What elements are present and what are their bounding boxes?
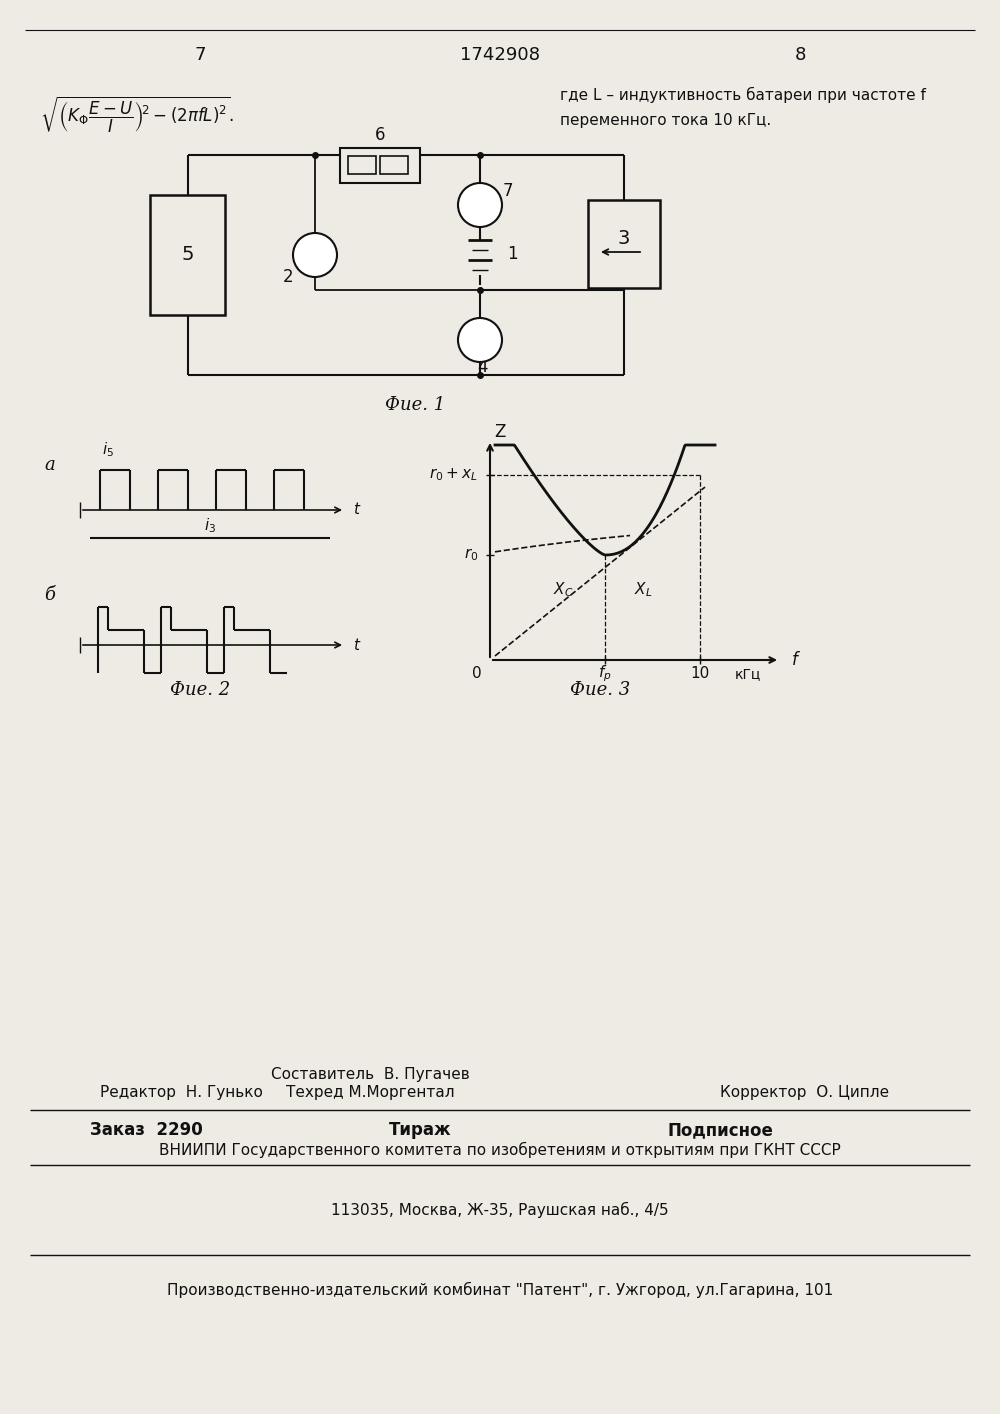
Text: $i_5$: $i_5$: [102, 441, 114, 460]
Text: Производственно-издательский комбинат "Патент", г. Ужгород, ул.Гагарина, 101: Производственно-издательский комбинат "П…: [167, 1282, 833, 1298]
Text: $r_0$: $r_0$: [464, 547, 478, 563]
Text: ВНИИПИ Государственного комитета по изобретениям и открытиям при ГКНТ СССР: ВНИИПИ Государственного комитета по изоб…: [159, 1143, 841, 1158]
Text: $f_p$: $f_p$: [598, 663, 612, 684]
Text: 2: 2: [283, 269, 293, 286]
Text: t: t: [353, 502, 359, 518]
Bar: [150, 195, 225, 315]
Text: $i_3$: $i_3$: [204, 516, 216, 536]
Text: Z: Z: [494, 423, 505, 441]
Text: t: t: [353, 638, 359, 652]
Text: кГц: кГц: [735, 667, 761, 682]
Circle shape: [458, 318, 502, 362]
Text: 7: 7: [194, 47, 206, 64]
Text: 113035, Москва, Ж-35, Раушская наб., 4/5: 113035, Москва, Ж-35, Раушская наб., 4/5: [331, 1202, 669, 1217]
Circle shape: [458, 182, 502, 228]
Text: Редактор  Н. Гунько: Редактор Н. Гунько: [100, 1086, 263, 1100]
Text: $r_0+x_L$: $r_0+x_L$: [429, 467, 478, 484]
Text: Техред М.Моргентал: Техред М.Моргентал: [286, 1086, 454, 1100]
Text: Тираж: Тираж: [389, 1121, 451, 1140]
Text: 3: 3: [618, 229, 630, 249]
Text: 0: 0: [472, 666, 482, 680]
Text: Фие. 2: Фие. 2: [170, 682, 230, 699]
Text: 8: 8: [794, 47, 806, 64]
Bar: [588, 199, 660, 288]
Text: Составитель  В. Пугачев: Составитель В. Пугачев: [271, 1068, 469, 1083]
Text: 1742908: 1742908: [460, 47, 540, 64]
Text: A: A: [474, 198, 486, 212]
Text: 5: 5: [181, 246, 194, 264]
Text: Фие. 1: Фие. 1: [385, 396, 445, 414]
Bar: [348, 156, 376, 174]
Text: Корректор  О. Ципле: Корректор О. Ципле: [720, 1086, 889, 1100]
Text: б: б: [44, 585, 56, 604]
Text: 1: 1: [507, 245, 517, 263]
Text: 6: 6: [375, 126, 385, 144]
Text: 4: 4: [478, 358, 488, 376]
Text: V: V: [310, 249, 320, 263]
Text: $\sqrt{\left(K_{\Phi}\dfrac{E-U}{I}\right)^{\!2}-(2\pi f L)^{2}}.$: $\sqrt{\left(K_{\Phi}\dfrac{E-U}{I}\righ…: [40, 95, 234, 136]
Text: 7: 7: [503, 182, 513, 199]
Circle shape: [293, 233, 337, 277]
Text: где L – индуктивность батареи при частоте f: где L – индуктивность батареи при частот…: [560, 86, 926, 103]
Text: Подписное: Подписное: [667, 1121, 773, 1140]
Text: 10: 10: [690, 666, 710, 682]
Text: Фие. 3: Фие. 3: [570, 682, 630, 699]
Text: A: A: [474, 334, 486, 346]
Text: переменного тока 10 кГц.: переменного тока 10 кГц.: [560, 113, 771, 127]
Bar: [380, 156, 408, 174]
Text: $X_L$: $X_L$: [634, 581, 652, 600]
Text: Заказ  2290: Заказ 2290: [90, 1121, 203, 1140]
Text: f: f: [792, 650, 798, 669]
Bar: [340, 148, 420, 182]
Text: $X_C$: $X_C$: [553, 581, 573, 600]
Text: а: а: [45, 455, 55, 474]
